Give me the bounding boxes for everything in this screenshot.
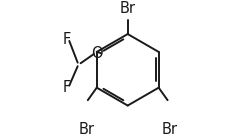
Text: F: F [62,80,70,95]
Text: Br: Br [78,122,94,137]
Text: Br: Br [119,1,135,16]
Text: Br: Br [161,122,177,137]
Text: O: O [91,46,102,61]
Text: F: F [62,32,70,47]
